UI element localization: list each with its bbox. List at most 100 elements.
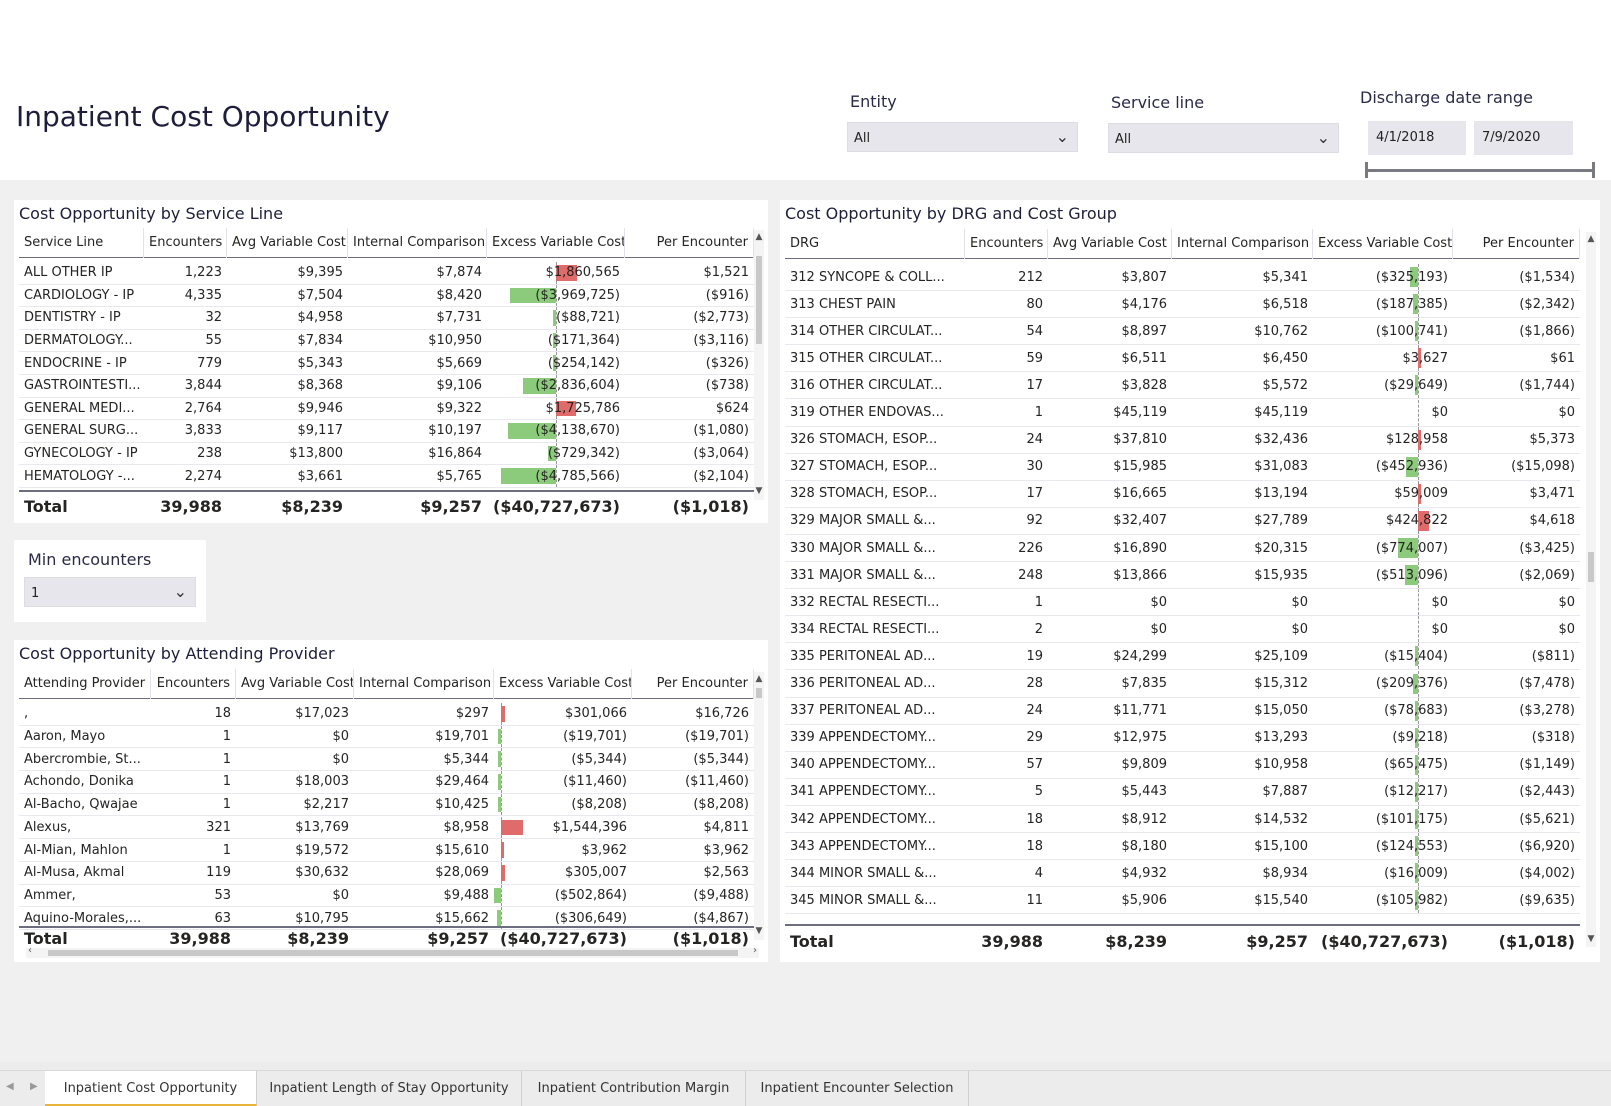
table-row[interactable]: Achondo, Donika 1 $18,003 $29,464 ($11,460) (… [19,771,754,794]
scroll-thumb[interactable] [756,688,762,698]
table-row[interactable]: GYNECOLOGY - IP 238 $13,800 $16,864 ($729,34… [19,442,754,466]
entity-dropdown[interactable]: All ⌄ [847,122,1078,152]
column-header[interactable]: Per Encounter [632,669,754,699]
table-row[interactable]: 336 PERITONEAL AD... 28 $7,835 $15,312 ($209… [785,670,1580,698]
table-row[interactable]: 316 OTHER CIRCULAT... 17 $3,828 $5,572 ($29,… [785,372,1580,400]
end-date-input[interactable]: 7/9/2020 [1474,121,1573,155]
table-row[interactable]: 345 MINOR SMALL &... 11 $5,906 $15,540 ($105… [785,887,1580,915]
table-row[interactable]: 337 PERITONEAL AD... 24 $11,771 $15,050 ($78… [785,697,1580,725]
vertical-scrollbar[interactable]: ▲ ▼ [1586,232,1596,947]
column-header[interactable]: Per Encounter [625,228,754,258]
horizontal-scrollbar[interactable]: ‹ › [26,945,759,958]
table-row[interactable]: Al-Bacho, Qwajae 1 $2,217 $10,425 ($8,208) ($… [19,793,754,817]
table-row[interactable]: 314 OTHER CIRCULAT... 54 $8,897 $10,762 ($10… [785,318,1580,346]
vertical-scrollbar[interactable]: ▲ ▼ [754,672,764,940]
range-end-handle[interactable] [1592,162,1595,178]
column-header[interactable]: Attending Provider [19,669,151,699]
column-header[interactable]: Encounters [144,228,227,258]
scroll-up-icon[interactable]: ▲ [755,232,763,242]
table-row[interactable]: GASTROINTESTI... 3,844 $8,368 $9,106 ($2,836… [19,375,754,398]
table-row[interactable]: 328 STOMACH, ESOP... 17 $16,665 $13,194 $59,… [785,480,1580,508]
column-header[interactable]: Avg Variable Cost [1048,229,1172,259]
table-row[interactable]: 312 SYNCOPE & COLL... 212 $3,807 $5,341 ($32… [785,264,1580,292]
table-row[interactable]: 329 MAJOR SMALL &... 92 $32,407 $27,789 $424… [785,507,1580,535]
column-header[interactable]: Avg Variable Cost [236,669,354,699]
scroll-left-icon[interactable]: ‹ [28,945,32,956]
column-header[interactable]: Internal Comparison [354,669,494,699]
table-row[interactable]: GENERAL MEDI... 2,764 $9,946 $9,322 $1,725,7… [19,397,754,421]
table-row[interactable]: 326 STOMACH, ESOP... 24 $37,810 $32,436 $128… [785,426,1580,454]
min-encounters-dropdown[interactable]: 1 ⌄ [24,577,196,607]
table-row[interactable]: 331 MAJOR SMALL &... 248 $13,866 $15,935 ($5… [785,562,1580,590]
table-row[interactable]: 341 APPENDECTOMY... 5 $5,443 $7,887 ($12,217… [785,778,1580,806]
excess-cost-bar [556,265,578,281]
table-row[interactable]: CARDIOLOGY - IP 4,335 $7,504 $8,420 ($3,969,… [19,284,754,308]
table-row[interactable]: Abercrombie, St... 1 $0 $5,344 ($5,344) ($5,3… [19,748,754,772]
tab-next-icon[interactable]: ▶ [30,1081,38,1092]
scroll-down-icon[interactable]: ▼ [755,926,763,936]
table-cell-int: $7,887 [1172,779,1313,805]
table-row[interactable]: Aaron, Mayo 1 $0 $19,701 ($19,701) ($19,701) [19,725,754,749]
column-header[interactable]: Per Encounter [1453,229,1580,259]
table-row[interactable]: Al-Mian, Mahlon 1 $19,572 $15,610 $3,962 $3,9… [19,839,754,862]
tab-inpatient-contribution-margin[interactable]: Inpatient Contribution Margin [522,1071,746,1106]
table-row[interactable]: Alexus, 321 $13,769 $8,958 $1,544,396 $4,811 [19,816,754,840]
table-row[interactable]: 340 APPENDECTOMY... 57 $9,809 $10,958 ($65,4… [785,751,1580,779]
tab-inpatient-length-of-stay[interactable]: Inpatient Length of Stay Opportunity [257,1071,522,1106]
column-header[interactable]: Encounters [965,229,1048,259]
tab-inpatient-cost-opportunity[interactable]: Inpatient Cost Opportunity [45,1071,257,1106]
table-row[interactable]: Aquino-Morales,... 63 $10,795 $15,662 ($306,… [19,907,754,930]
table-cell-per: ($5,344) [632,748,754,770]
table-row[interactable]: Al-Musa, Akmal 119 $30,632 $28,069 $305,007 $… [19,861,754,885]
scroll-down-icon[interactable]: ▼ [1587,934,1595,944]
start-date-input[interactable]: 4/1/2018 [1368,121,1466,155]
table-cell-excess: ($774,007) [1313,535,1453,562]
table-row[interactable]: 319 OTHER ENDOVAS... 1 $45,119 $45,119 $0 $0 [785,399,1580,427]
table-row[interactable]: 343 APPENDECTOMY... 18 $8,180 $15,100 ($124,… [785,833,1580,861]
table-row[interactable]: 332 RECTAL RESECTI... 1 $0 $0 $0 $0 [785,589,1580,617]
table-row[interactable]: ALL OTHER IP 1,223 $9,395 $7,874 $1,860,565 $… [19,262,754,285]
column-header[interactable]: Avg Variable Cost [227,228,348,258]
table-row[interactable]: 342 APPENDECTOMY... 18 $8,912 $14,532 ($101,… [785,806,1580,834]
column-header[interactable]: Excess Variable Cost [494,669,632,699]
scroll-thumb[interactable] [48,950,738,956]
column-header[interactable]: Service Line [19,228,144,258]
scroll-up-icon[interactable]: ▲ [1587,234,1595,244]
column-header[interactable]: Internal Comparison [348,228,487,258]
table-row[interactable]: HEMATOLOGY -... 2,274 $3,661 $5,765 ($4,785,… [19,465,754,488]
scroll-thumb[interactable] [1588,552,1594,582]
total-cell-int: $9,257 [420,496,482,516]
table-row[interactable]: GENERAL SURG... 3,833 $9,117 $10,197 ($4,138… [19,420,754,443]
table-row[interactable]: 344 MINOR SMALL &... 4 $4,932 $8,934 ($16,00… [785,860,1580,888]
tab-prev-icon[interactable]: ◀ [6,1081,14,1092]
tab-inpatient-encounter-selection[interactable]: Inpatient Encounter Selection [746,1071,969,1106]
column-header[interactable]: DRG [785,229,965,259]
total-cell-enc: 39,988 [160,496,222,516]
table-cell-name: 330 MAJOR SMALL &... [785,535,965,561]
table-row[interactable]: 335 PERITONEAL AD... 19 $24,299 $25,109 ($15… [785,643,1580,671]
column-header[interactable]: Excess Variable Cost [1313,229,1453,259]
scroll-up-icon[interactable]: ▲ [755,674,763,684]
vertical-scrollbar[interactable]: ▲ ▼ [754,230,764,500]
table-row[interactable]: , 18 $17,023 $297 $301,066 $16,726 [19,703,754,726]
column-header[interactable]: Excess Variable Cost [487,228,625,258]
table-row[interactable]: 315 OTHER CIRCULAT... 59 $6,511 $6,450 $3,62… [785,345,1580,373]
table-row[interactable]: 327 STOMACH, ESOP... 30 $15,985 $31,083 ($45… [785,453,1580,481]
scroll-down-icon[interactable]: ▼ [755,486,763,496]
scroll-thumb[interactable] [756,256,762,344]
date-range-slider[interactable] [1365,169,1595,172]
column-header[interactable]: Encounters [151,669,236,699]
scroll-right-icon[interactable]: › [753,945,757,956]
table-row[interactable]: ENDOCRINE - IP 779 $5,343 $5,669 ($254,142) (… [19,352,754,375]
service-line-dropdown[interactable]: All ⌄ [1108,123,1339,153]
table-row[interactable]: 334 RECTAL RESECTI... 2 $0 $0 $0 $0 [785,616,1580,644]
table-row[interactable]: 339 APPENDECTOMY... 29 $12,975 $13,293 ($9,2… [785,724,1580,752]
range-start-handle[interactable] [1365,162,1368,178]
table-cell-excess: ($5,344) [494,748,632,771]
table-row[interactable]: DENTISTRY - IP 32 $4,958 $7,731 ($88,721) ($2… [19,307,754,330]
column-header[interactable]: Internal Comparison [1172,229,1313,259]
table-row[interactable]: Ammer, 53 $0 $9,488 ($502,864) ($9,488) [19,884,754,908]
table-row[interactable]: DERMATOLOGY... 55 $7,834 $10,950 ($171,364) (… [19,329,754,353]
table-row[interactable]: 313 CHEST PAIN 80 $4,176 $6,518 ($187,385) ($… [785,291,1580,319]
table-row[interactable]: 330 MAJOR SMALL &... 226 $16,890 $20,315 ($7… [785,535,1580,563]
